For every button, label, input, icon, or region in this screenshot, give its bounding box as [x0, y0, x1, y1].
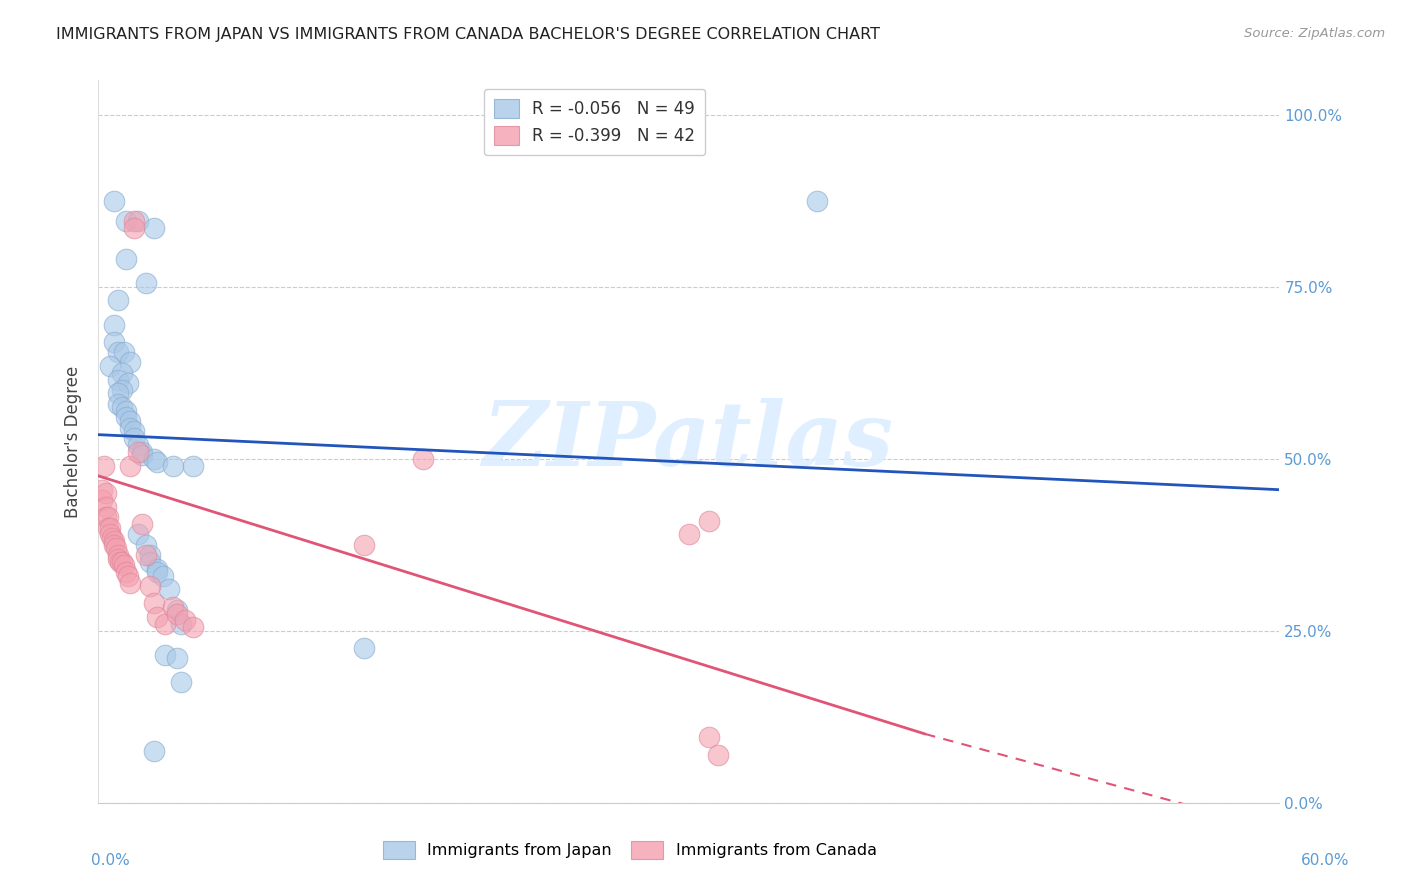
Point [107, 397, 129, 411]
Point [118, 414, 141, 428]
Point [91, 483, 114, 497]
Point [131, 517, 153, 532]
Point [174, 614, 197, 628]
Point [107, 293, 129, 308]
Point [111, 383, 134, 397]
Point [170, 616, 193, 631]
Point [152, 568, 174, 582]
Point [103, 318, 125, 332]
Point [155, 648, 177, 662]
Point [122, 424, 145, 438]
Text: 60.0%: 60.0% [1302, 854, 1350, 868]
Point [181, 620, 204, 634]
Legend: Immigrants from Japan, Immigrants from Canada: Immigrants from Japan, Immigrants from C… [375, 832, 884, 867]
Point [117, 376, 139, 390]
Point [707, 747, 730, 762]
Text: Source: ZipAtlas.com: Source: ZipAtlas.com [1244, 27, 1385, 40]
Point [131, 448, 153, 462]
Point [105, 541, 128, 556]
Point [107, 373, 129, 387]
Point [107, 386, 129, 401]
Point [97, 510, 120, 524]
Text: 0.0%: 0.0% [91, 854, 131, 868]
Point [162, 599, 184, 614]
Point [111, 400, 134, 414]
Point [412, 451, 434, 466]
Point [91, 493, 114, 508]
Point [131, 445, 153, 459]
Point [142, 596, 165, 610]
Point [122, 214, 145, 228]
Point [135, 548, 157, 562]
Point [96, 510, 118, 524]
Point [107, 548, 129, 562]
Point [118, 458, 141, 473]
Point [162, 458, 184, 473]
Point [138, 555, 160, 569]
Point [115, 410, 138, 425]
Point [97, 520, 120, 534]
Point [101, 531, 124, 545]
Point [111, 366, 134, 380]
Point [107, 345, 129, 359]
Point [127, 445, 149, 459]
Point [146, 455, 169, 469]
Point [166, 607, 188, 621]
Point [115, 214, 138, 228]
Point [115, 403, 138, 417]
Point [157, 582, 180, 597]
Point [96, 500, 118, 514]
Point [353, 640, 375, 655]
Y-axis label: Bachelor's Degree: Bachelor's Degree [65, 366, 83, 517]
Text: ZIPatlas: ZIPatlas [484, 399, 894, 484]
Point [127, 438, 149, 452]
Point [96, 486, 118, 500]
Point [108, 555, 131, 569]
Point [166, 651, 188, 665]
Point [118, 421, 141, 435]
Point [98, 359, 121, 373]
Point [138, 579, 160, 593]
Point [103, 334, 125, 349]
Point [98, 520, 121, 534]
Point [117, 568, 139, 582]
Point [115, 566, 138, 580]
Point [112, 558, 135, 573]
Point [138, 548, 160, 562]
Text: IMMIGRANTS FROM JAPAN VS IMMIGRANTS FROM CANADA BACHELOR'S DEGREE CORRELATION CH: IMMIGRANTS FROM JAPAN VS IMMIGRANTS FROM… [56, 27, 880, 42]
Point [146, 562, 169, 576]
Point [103, 538, 125, 552]
Point [122, 431, 145, 445]
Point [107, 551, 129, 566]
Point [115, 252, 138, 267]
Point [118, 575, 141, 590]
Point [146, 610, 169, 624]
Point [142, 221, 165, 235]
Point [697, 514, 720, 528]
Point [142, 451, 165, 466]
Point [170, 675, 193, 690]
Point [142, 744, 165, 758]
Point [146, 566, 169, 580]
Point [135, 277, 157, 291]
Point [806, 194, 828, 208]
Point [93, 458, 115, 473]
Point [135, 538, 157, 552]
Point [127, 527, 149, 541]
Point [678, 527, 700, 541]
Point [103, 534, 125, 549]
Point [118, 355, 141, 369]
Point [98, 527, 121, 541]
Point [122, 221, 145, 235]
Point [112, 345, 135, 359]
Point [127, 214, 149, 228]
Point [155, 616, 177, 631]
Point [111, 555, 134, 569]
Point [697, 731, 720, 745]
Point [103, 194, 125, 208]
Point [353, 538, 375, 552]
Point [166, 603, 188, 617]
Point [181, 458, 204, 473]
